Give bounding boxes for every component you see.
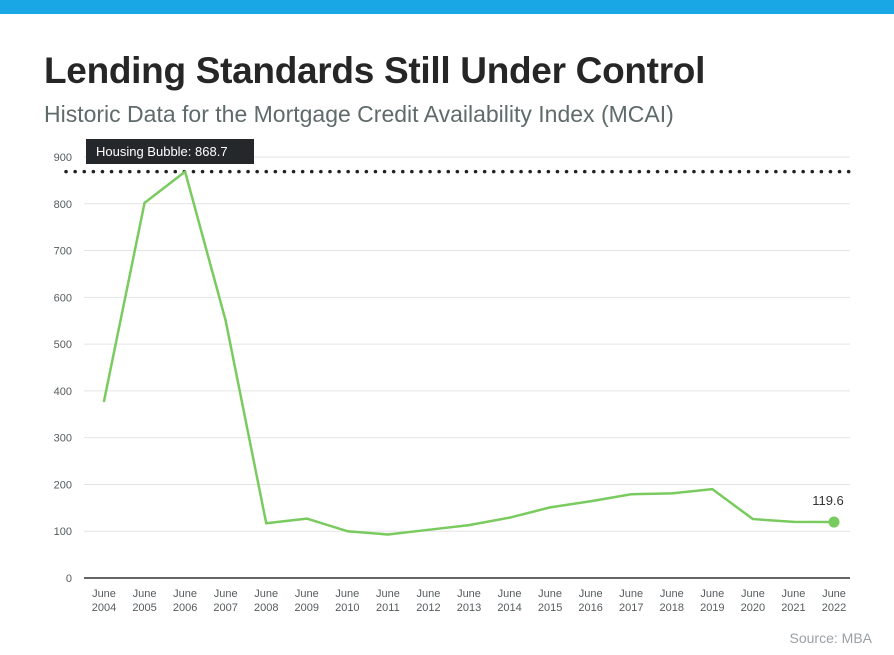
- y-tick-label: 700: [54, 246, 72, 258]
- x-tick-label: June 2022: [822, 588, 846, 614]
- data-point: [224, 319, 227, 322]
- x-tick-label: June 2015: [538, 588, 562, 614]
- series-points: [102, 170, 836, 536]
- x-tick-label: June 2019: [700, 588, 724, 614]
- data-point: [305, 517, 308, 520]
- chart-title: Lending Standards Still Under Control: [44, 50, 706, 91]
- data-point: [751, 517, 755, 521]
- x-tick-label: June 2018: [660, 588, 684, 614]
- data-point: [792, 520, 795, 524]
- y-tick-label: 900: [54, 152, 72, 164]
- y-tick-label: 400: [54, 386, 72, 398]
- y-tick-label: 100: [54, 526, 72, 538]
- x-tick-label: June 2012: [416, 588, 440, 614]
- x-tick-label: June 2004: [92, 588, 116, 614]
- x-tick-label: June 2021: [781, 588, 805, 614]
- x-tick-label: June 2005: [132, 588, 156, 614]
- data-point: [508, 516, 511, 519]
- data-point: [548, 506, 552, 509]
- x-tick-label: June 2009: [295, 588, 319, 614]
- x-tick-label: June 2013: [457, 588, 481, 614]
- data-point: [183, 170, 187, 173]
- y-tick-label: 500: [54, 339, 72, 351]
- end-point-marker: [828, 516, 840, 528]
- x-tick-label: June 2008: [254, 588, 278, 614]
- y-axis-tick-labels: 0 100 200 300 400 500 600 700 800 900: [54, 152, 72, 585]
- mcai-series-line: [102, 170, 835, 536]
- x-tick-label: June 2014: [497, 588, 521, 614]
- data-point: [467, 523, 471, 527]
- x-tick-label: June 2010: [335, 588, 359, 614]
- x-tick-label: June 2016: [578, 588, 602, 614]
- data-point: [386, 533, 390, 536]
- chart-subtitle: Historic Data for the Mortgage Credit Av…: [44, 101, 674, 127]
- y-tick-label: 200: [54, 479, 72, 491]
- x-axis-tick-labels: June 2004 June 2005 June 2006 June 2007 June 2008…: [92, 588, 846, 614]
- callout-background: [86, 139, 254, 164]
- x-tick-label: June 2017: [619, 588, 643, 614]
- housing-bubble-callout: Housing Bubble: 868.7: [86, 139, 254, 164]
- y-tick-label: 800: [54, 199, 72, 211]
- data-point: [102, 399, 106, 403]
- top-accent-bar: [0, 0, 894, 14]
- y-tick-label: 0: [66, 573, 72, 585]
- x-tick-label: June 2006: [173, 588, 197, 614]
- grid-lines: [84, 156, 850, 532]
- x-tick-label: June 2007: [213, 588, 237, 614]
- y-tick-label: 600: [54, 292, 72, 304]
- x-tick-label: June 2020: [741, 588, 765, 614]
- data-point: [346, 530, 349, 533]
- source-note: Source: MBA: [789, 630, 872, 646]
- end-value-label: 119.6: [812, 493, 844, 508]
- data-point: [143, 201, 146, 205]
- data-point: [589, 500, 592, 503]
- data-point: [670, 492, 673, 495]
- data-point: [265, 522, 268, 525]
- data-point: [630, 493, 633, 496]
- data-point: [711, 487, 714, 491]
- callout-label: Housing Bubble: 868.7: [96, 144, 228, 159]
- data-point: [427, 528, 430, 532]
- x-tick-label: June 2011: [376, 588, 400, 614]
- y-tick-label: 300: [54, 433, 72, 445]
